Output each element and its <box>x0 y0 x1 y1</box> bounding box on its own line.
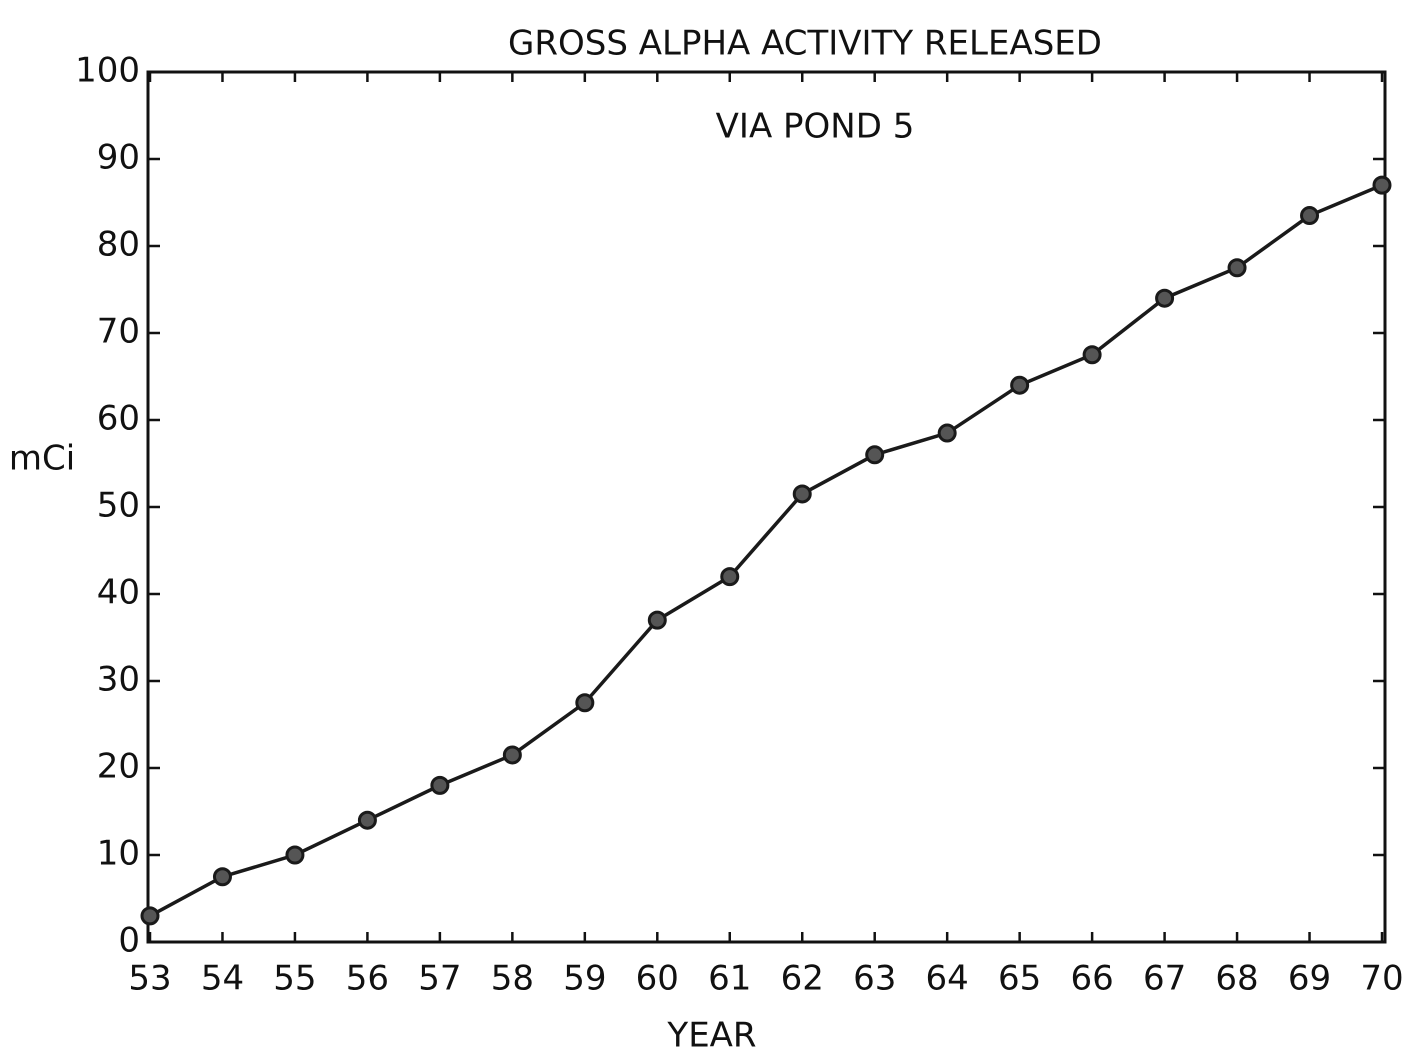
data-point <box>1300 206 1320 226</box>
x-tick-label: 66 <box>1070 959 1113 999</box>
data-line <box>149 183 1383 918</box>
chart-subtitle: VIA POND 5 <box>716 107 915 147</box>
data-point <box>647 610 667 630</box>
data-point <box>1082 345 1102 365</box>
y-tick-label: 80 <box>97 225 140 265</box>
y-tick-label: 20 <box>97 747 140 787</box>
x-tick-label: 57 <box>418 959 461 999</box>
plot-frame <box>146 70 1387 944</box>
x-tick-label: 65 <box>998 959 1041 999</box>
data-point <box>502 745 522 765</box>
x-tick-label: 54 <box>201 959 244 999</box>
data-point <box>1010 375 1030 395</box>
x-tick-label: 64 <box>926 959 969 999</box>
data-point <box>865 445 885 465</box>
y-tick-label: 90 <box>97 138 140 178</box>
x-tick-label: 62 <box>781 959 824 999</box>
y-tick-label: 10 <box>97 834 140 874</box>
x-tick-label: 67 <box>1143 959 1186 999</box>
y-tick-label: 100 <box>75 51 140 91</box>
x-tick-label: 61 <box>708 959 751 999</box>
x-tick-label: 56 <box>346 959 389 999</box>
data-point <box>357 810 377 830</box>
y-tick-label: 70 <box>97 312 140 352</box>
y-tick-label: 30 <box>97 660 140 700</box>
x-tick-label: 63 <box>853 959 896 999</box>
data-point <box>140 906 160 926</box>
x-tick-label: 69 <box>1288 959 1331 999</box>
data-point <box>937 423 957 443</box>
y-tick-label: 0 <box>118 921 140 961</box>
y-axis-label: mCi <box>9 439 75 479</box>
chart-title: GROSS ALPHA ACTIVITY RELEASED <box>508 24 1102 64</box>
x-tick-label: 70 <box>1360 959 1403 999</box>
x-tick-label: 58 <box>491 959 534 999</box>
data-point <box>792 484 812 504</box>
data-point <box>575 693 595 713</box>
x-axis-label: YEAR <box>666 1016 756 1056</box>
x-tick-label: 68 <box>1215 959 1258 999</box>
data-point <box>285 845 305 865</box>
x-tick-label: 55 <box>273 959 316 999</box>
y-tick-label: 60 <box>97 399 140 439</box>
x-tick-label: 60 <box>636 959 679 999</box>
data-point <box>1155 288 1175 308</box>
data-point <box>1227 258 1247 278</box>
data-point <box>212 867 232 887</box>
data-point <box>430 775 450 795</box>
y-tick-label: 50 <box>97 486 140 526</box>
y-tick-label: 40 <box>97 573 140 613</box>
x-tick-label: 53 <box>128 959 171 999</box>
data-point <box>1372 175 1392 195</box>
data-point <box>720 567 740 587</box>
x-tick-label: 59 <box>563 959 606 999</box>
